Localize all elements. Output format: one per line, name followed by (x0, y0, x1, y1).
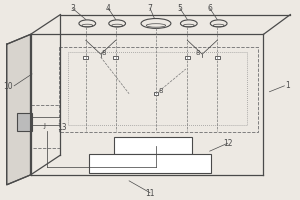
Text: 8: 8 (158, 88, 163, 94)
Bar (154, 92, 158, 95)
Bar (17, 113, 32, 131)
Bar (215, 56, 220, 59)
Bar (59, 47, 257, 132)
Text: 4: 4 (106, 4, 111, 13)
Text: 6: 6 (207, 4, 212, 13)
Polygon shape (7, 34, 31, 185)
Text: 3: 3 (70, 4, 75, 13)
Text: 1: 1 (285, 81, 290, 90)
Text: 13: 13 (57, 123, 67, 132)
Bar (31, 105, 60, 148)
Text: 8: 8 (101, 50, 106, 56)
Text: 8: 8 (196, 50, 200, 56)
Text: 11: 11 (145, 189, 155, 198)
Text: 5: 5 (177, 4, 182, 13)
Text: 10: 10 (3, 82, 13, 91)
Bar (89, 154, 211, 173)
Text: 12: 12 (223, 139, 232, 148)
Bar (68, 52, 247, 125)
Bar (185, 56, 190, 59)
Bar (83, 56, 88, 59)
Text: J: J (43, 123, 45, 129)
Text: 7: 7 (148, 4, 152, 13)
Bar (114, 137, 192, 154)
Bar (113, 56, 118, 59)
